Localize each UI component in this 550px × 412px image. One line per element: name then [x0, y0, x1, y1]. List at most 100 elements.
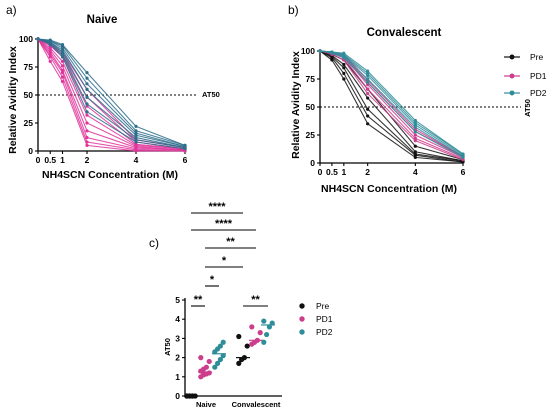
- panel-b-letter: b): [288, 3, 299, 17]
- panel-a-y-tick-label: 0: [28, 146, 33, 156]
- panel-c-data-point: [215, 360, 221, 366]
- panel-c-legend: Pre PD1 PD2: [299, 301, 333, 337]
- panel-c-data-point: [203, 364, 209, 370]
- panel-c-data-point: [212, 364, 218, 370]
- panel-b-x-tick-label: 2: [365, 167, 370, 177]
- panel-a-series-line: [37, 38, 186, 152]
- panel-b-series-line: [319, 50, 464, 158]
- panel-a-data-point: [60, 43, 65, 47]
- panel-b-y-tick-label: 50: [306, 102, 316, 112]
- panel-a-data-point: [85, 113, 89, 117]
- panel-a-x-axis-title: NH4SCN Concentration (M): [42, 169, 178, 181]
- panel-c-data-point: [249, 324, 255, 330]
- panel-b-data-point: [366, 107, 370, 111]
- panel-a-series-line: [37, 38, 186, 150]
- panel-c-y-tick-label: 2: [175, 353, 180, 363]
- panel-c-data-point: [206, 370, 212, 376]
- panel-a-data-point: [85, 87, 89, 91]
- legend-marker-pd1: [509, 73, 515, 79]
- panel-a-y-tick-label: 25: [24, 118, 34, 128]
- panel-b-data-point: [413, 139, 417, 143]
- panel-b-series-line: [319, 50, 464, 163]
- panel-a-series-line: [37, 38, 186, 151]
- panel-a-data-point: [85, 129, 89, 133]
- legend-c-label-pre: Pre: [316, 301, 330, 311]
- panel-b-legend: Pre PD1 PD2: [504, 52, 547, 98]
- panel-a-x-tick-label: 0: [36, 155, 41, 165]
- panel-a-data-point: [134, 135, 138, 140]
- panel-c-significance-label: *: [210, 274, 215, 286]
- panel-a-series-line: [37, 38, 186, 150]
- panel-b-data-point: [342, 77, 346, 81]
- panel-c-significance-label: **: [194, 294, 203, 306]
- panel-c-data-point: [217, 356, 223, 363]
- panel-c-data-point: [206, 358, 212, 365]
- panel-b-series-line: [319, 50, 464, 163]
- panel-c-x-label-convalescent: Convalescent: [232, 400, 281, 409]
- panel-b-data-point: [366, 114, 370, 118]
- panel-a-data-point: [85, 135, 89, 140]
- panel-b-series-line: [319, 50, 464, 155]
- panel-b-data-point: [413, 133, 417, 137]
- panel-b-data-point: [342, 62, 346, 67]
- panel-b-data-point: [318, 49, 322, 53]
- panel-b-data-point: [342, 66, 346, 70]
- panel-a-x-tick-label: 2: [85, 155, 90, 165]
- panel-a-title: Naive: [87, 14, 118, 26]
- legend-item-pd2: PD2: [504, 88, 547, 98]
- panel-b-x-tick-label: 6: [461, 167, 466, 177]
- panel-c-data-point: [244, 343, 250, 349]
- panel-b-y-axis-title: Relative Avidity Index: [290, 51, 302, 159]
- panel-a-data-point: [85, 140, 89, 144]
- panel-c-data-point: [261, 318, 267, 324]
- panel-a-y-tick-label: 100: [19, 34, 33, 44]
- panel-c-data-point: [198, 355, 204, 361]
- panel-a-y-tick-label: 75: [24, 62, 34, 72]
- panel-b-x-axis-title: NH4SCN Concentration (M): [321, 183, 457, 195]
- panel-b-x-tick-label: 0.5: [326, 167, 338, 177]
- panel-a-series-line: [37, 38, 186, 148]
- legend-label-pre: Pre: [530, 52, 544, 62]
- panel-c-y-tick-label: 5: [175, 295, 180, 305]
- panel-c-y-tick-label: 0: [175, 391, 180, 401]
- panel-a-data-point: [48, 38, 52, 42]
- panel-b-data-point: [366, 80, 370, 84]
- panel-b-y-tick-label: 100: [301, 46, 315, 56]
- panel-b-title: Convalescent: [367, 27, 442, 39]
- panel-b-data-point: [366, 77, 370, 81]
- panel-b-series-line: [319, 50, 464, 162]
- panel-a-data-point: [134, 129, 138, 133]
- panel-b-data-point: [366, 91, 370, 96]
- panel-b-y-tick-label: 75: [306, 74, 316, 84]
- panel-b-data-point: [413, 118, 417, 123]
- panel-c-data-point: [269, 320, 275, 326]
- panel-c-data-point: [236, 360, 242, 366]
- panel-a-x-tick-label: 0.5: [44, 155, 56, 165]
- panel-b-x-tick-label: 4: [413, 167, 418, 177]
- panel-c-significance-label: **: [251, 294, 260, 306]
- panel-a-data-point: [134, 131, 138, 135]
- panel-a-naive-chart: a) Naive Relative Avidity Index NH4SCN C…: [6, 3, 220, 181]
- legend-label-pd1: PD1: [530, 71, 547, 81]
- panel-a-data-point: [134, 138, 138, 142]
- panel-a-data-point: [85, 71, 89, 75]
- panel-b-data-point: [366, 87, 370, 91]
- panel-b-y-tick-label: 25: [306, 130, 316, 140]
- panel-a-data-point: [85, 104, 89, 108]
- panel-a-data-point: [85, 82, 89, 86]
- panel-c-data-point: [264, 331, 270, 338]
- panel-a-data-point: [85, 110, 89, 114]
- panel-a-at50-label: AT50: [202, 90, 220, 99]
- panel-c-significance-label: ****: [215, 218, 233, 230]
- panel-a-data-point: [134, 133, 138, 137]
- panel-a-data-point: [36, 37, 40, 41]
- panel-a-x-tick-label: 1: [60, 155, 65, 165]
- panel-c-data-point: [220, 353, 226, 359]
- panel-c-data-point: [257, 330, 263, 336]
- panel-a-series-line: [37, 38, 186, 149]
- panel-c-x-label-naive: Naive: [196, 400, 216, 409]
- panel-c-y-tick-label: 4: [175, 314, 180, 324]
- panel-c-significance-label: ****: [208, 201, 226, 213]
- legend-c-item-pd1: PD1: [299, 314, 333, 324]
